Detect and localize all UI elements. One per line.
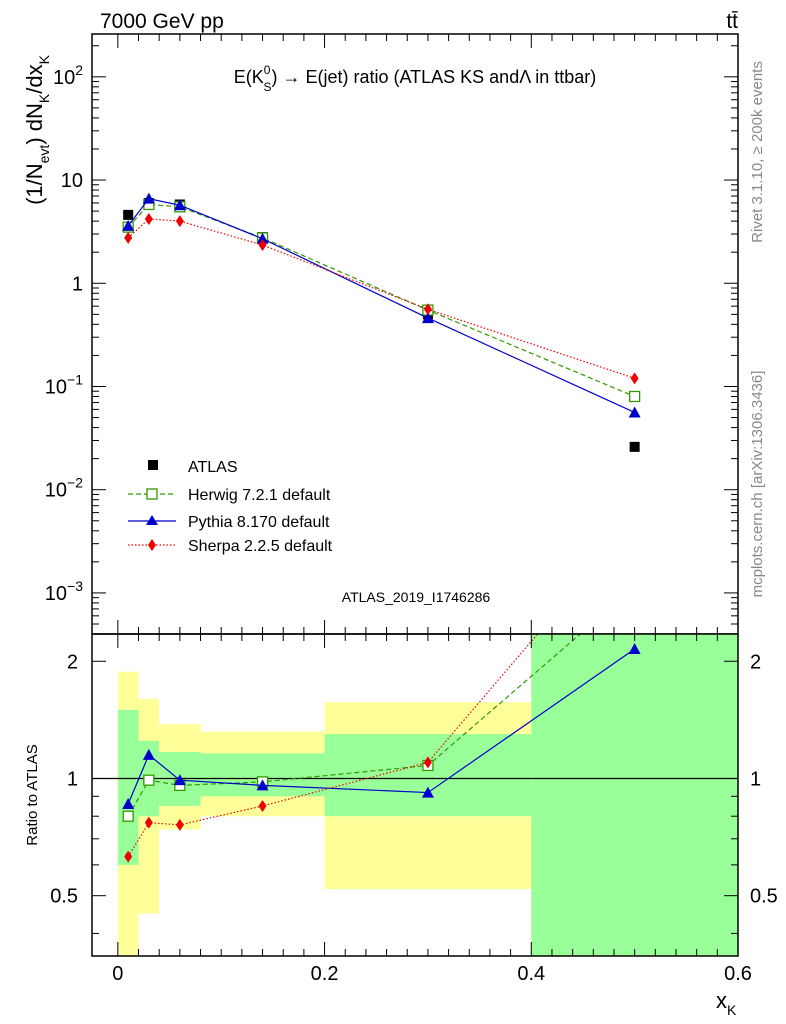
ratio-series-layer xyxy=(122,634,641,863)
mcplots-label: mcplots.cern.ch [arXiv:1306.3436] xyxy=(749,371,766,598)
ratio-point-pythia-8-170-default xyxy=(421,786,434,798)
header-right: tt̄ xyxy=(726,10,738,33)
analysis-watermark: ATLAS_2019_I1746286 xyxy=(342,589,491,605)
band-green xyxy=(531,634,738,956)
legend-label-atlas: ATLAS xyxy=(188,459,238,476)
ratio-point-herwig-7-2-1-default xyxy=(122,810,134,822)
main-series-layer xyxy=(122,192,641,452)
main-line-pythia-8-170-default xyxy=(127,198,635,414)
main-y-tick-label: 1 xyxy=(72,273,83,295)
main-point-pythia-8-170-default xyxy=(122,219,135,231)
main-title: E(K0 S) → E(jet) ratio (ATLAS KS andΛ in … xyxy=(234,63,597,94)
x-tick-label: 0 xyxy=(112,963,123,985)
ratio-clip-group xyxy=(122,634,641,863)
x-axis-label: xK xyxy=(716,988,737,1018)
band-green xyxy=(324,734,532,817)
ratio-y-label: Ratio to ATLAS xyxy=(24,744,41,845)
main-point-pythia-8-170-default xyxy=(142,192,155,204)
main-y-tick-label: 10 xyxy=(61,170,83,192)
legend-marker-atlas xyxy=(148,460,158,470)
main-point-atlas xyxy=(123,209,134,220)
main-point-sherpa-2-2-5-default xyxy=(423,303,432,316)
ratio-ticks-layer: 0.5 0.5 1 1 2 2 0 0.2 0.4 0.6 xyxy=(50,634,778,985)
main-y-tick-label: 10−2 xyxy=(45,475,83,502)
main-point-sherpa-2-2-5-default xyxy=(175,215,184,228)
ratio-point-herwig-7-2-1-default xyxy=(143,774,155,786)
ratio-line-sherpa-2-2-5-default xyxy=(127,634,539,857)
main-point-sherpa-2-2-5-default xyxy=(258,238,267,251)
ratio-y-tick-label-right: 1 xyxy=(750,768,761,790)
main-point-pythia-8-170-default xyxy=(173,199,186,211)
legend-label-sherpa: Sherpa 2.2.5 default xyxy=(188,538,333,555)
ratio-point-pythia-8-170-default xyxy=(173,774,186,786)
ratio-y-tick-label: 0.5 xyxy=(50,886,78,908)
main-y-tick-label: 102 xyxy=(53,62,83,89)
ratio-point-pythia-8-170-default xyxy=(122,797,135,809)
ratio-point-sherpa-2-2-5-default xyxy=(258,799,267,812)
rivet-label: Rivet 3.1.10, ≥ 200k events xyxy=(749,61,766,243)
x-tick-label: 0.2 xyxy=(311,963,339,985)
main-line-herwig-7-2-1-default xyxy=(127,203,635,398)
main-ticks-layer: 10−3 10−2 10−1 1 10 102 xyxy=(45,34,739,635)
ratio-bands-layer xyxy=(92,634,738,956)
ratio-point-pythia-8-170-default xyxy=(256,779,269,791)
main-panel: 10−3 10−2 10−1 1 10 102 E(K0 S) → E(jet) ratio… xyxy=(22,33,739,635)
band-green xyxy=(117,709,139,865)
main-point-atlas xyxy=(629,441,640,452)
ratio-y-tick-label-right: 0.5 xyxy=(750,886,778,908)
main-point-herwig-7-2-1-default xyxy=(628,390,641,403)
ratio-point-pythia-8-170-default xyxy=(142,748,155,760)
ratio-point-pythia-8-170-default xyxy=(628,643,641,655)
x-tick-label: 0.6 xyxy=(724,963,752,985)
header-left: 7000 GeV pp xyxy=(100,10,224,33)
legend-marker-sherpa xyxy=(148,539,156,551)
ratio-frame xyxy=(91,633,739,957)
x-tick-label: 0.4 xyxy=(517,963,545,985)
ratio-y-tick-label: 1 xyxy=(67,768,78,790)
main-point-sherpa-2-2-5-default xyxy=(630,372,639,385)
main-point-pythia-8-170-default xyxy=(628,406,641,418)
main-point-pythia-8-170-default xyxy=(256,232,269,244)
ratio-panel: 0.5 0.5 1 1 2 2 0 0.2 0.4 0.6 Ratio to ATLAS xK xyxy=(24,633,778,1018)
legend-marker-pythia xyxy=(146,515,158,525)
ratio-point-sherpa-2-2-5-default xyxy=(144,816,153,829)
main-line-sherpa-2-2-5-default xyxy=(127,218,635,379)
main-y-tick-label: 10−3 xyxy=(45,578,83,605)
ratio-line-herwig-7-2-1-default xyxy=(127,634,582,817)
ratio-point-sherpa-2-2-5-default xyxy=(175,818,184,831)
main-point-sherpa-2-2-5-default xyxy=(144,212,153,225)
y-axis-label: (1/Nevt) dNK/dxK xyxy=(22,54,52,205)
main-point-pythia-8-170-default xyxy=(421,312,434,324)
legend-label-pythia: Pythia 8.170 default xyxy=(188,514,330,531)
ratio-y-tick-label: 2 xyxy=(67,651,78,673)
main-clip-group xyxy=(122,192,641,452)
ratio-line-pythia-8-170-default xyxy=(127,648,635,805)
main-y-tick-label: 10−1 xyxy=(45,371,83,398)
main-point-sherpa-2-2-5-default xyxy=(124,231,133,244)
ratio-point-sherpa-2-2-5-default xyxy=(124,850,133,863)
legend-label-herwig: Herwig 7.2.1 default xyxy=(188,487,331,504)
legend-marker-herwig xyxy=(146,488,158,500)
legend: ATLAS Herwig 7.2.1 default Pythia 8.170 … xyxy=(128,459,333,555)
ratio-y-tick-label-right: 2 xyxy=(750,651,761,673)
ratio-point-sherpa-2-2-5-default xyxy=(423,756,432,769)
